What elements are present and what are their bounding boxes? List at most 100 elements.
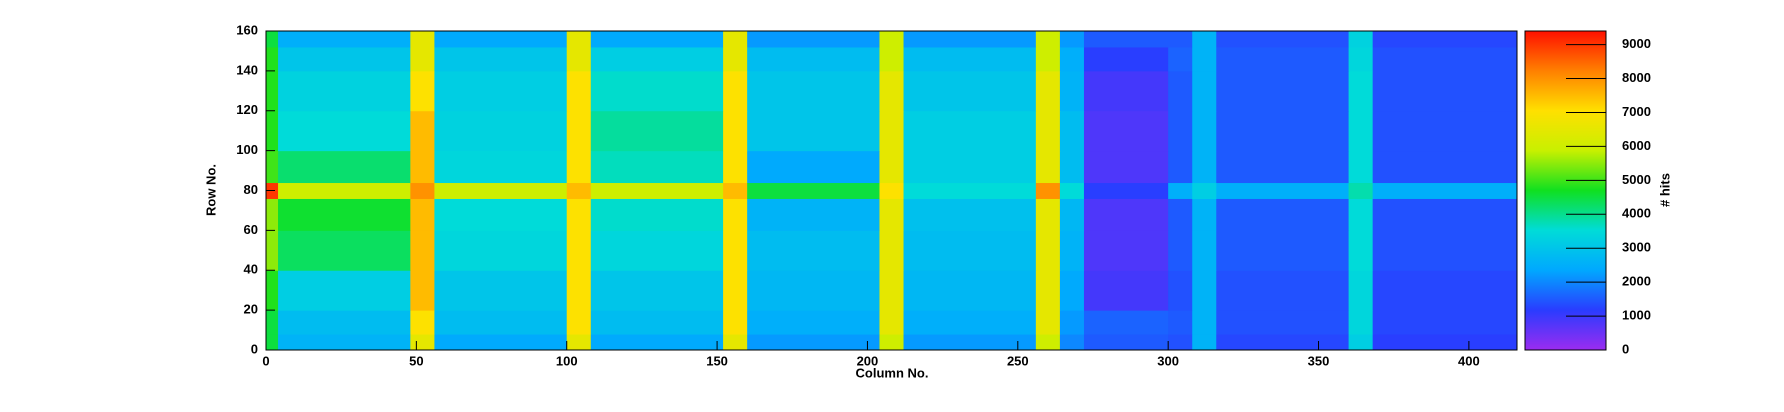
heatmap-cell bbox=[1059, 70, 1085, 112]
heatmap-cell bbox=[1348, 110, 1374, 152]
heatmap-cell bbox=[566, 31, 592, 48]
heatmap-cell bbox=[1348, 230, 1374, 271]
heatmap-cell bbox=[879, 110, 905, 152]
heatmap-cell bbox=[1168, 230, 1193, 271]
heatmap-cell bbox=[1083, 46, 1169, 72]
heatmap-cell bbox=[434, 270, 568, 311]
heatmap-cell bbox=[1216, 182, 1350, 199]
heatmap-cell bbox=[1035, 230, 1061, 271]
heatmap-cell bbox=[1059, 310, 1085, 335]
heatmap-cell bbox=[410, 270, 435, 311]
colorbar-tick-label: 3000 bbox=[1622, 240, 1651, 255]
heatmap-cell bbox=[903, 150, 1037, 184]
heatmap-cell bbox=[410, 334, 435, 351]
heatmap-cell bbox=[1216, 334, 1350, 351]
heatmap-cell bbox=[410, 46, 435, 72]
heatmap-cell bbox=[879, 230, 905, 271]
heatmap-cell bbox=[1168, 182, 1193, 199]
heatmap-cell bbox=[903, 70, 1037, 112]
heatmap-cell bbox=[1168, 46, 1193, 72]
heatmap-cell bbox=[1348, 310, 1374, 335]
y-tick-label: 20 bbox=[244, 302, 258, 317]
heatmap-cell bbox=[723, 310, 748, 335]
heatmap-cell bbox=[278, 198, 411, 231]
heatmap-cell bbox=[1216, 110, 1350, 152]
heatmap-cell bbox=[1035, 310, 1061, 335]
x-tick-label: 200 bbox=[857, 353, 879, 368]
heatmap-cell bbox=[266, 150, 279, 184]
heatmap-cell bbox=[266, 270, 279, 311]
heatmap-cell bbox=[879, 198, 905, 231]
heatmap-cell bbox=[410, 310, 435, 335]
heatmap-cell bbox=[723, 334, 748, 351]
heatmap-cell bbox=[1216, 150, 1350, 184]
heatmap-cell bbox=[1083, 182, 1169, 199]
y-tick-label: 140 bbox=[236, 62, 258, 77]
heatmap-cell bbox=[1168, 198, 1193, 231]
heatmap-cell bbox=[590, 182, 724, 199]
heatmap-cell bbox=[566, 310, 592, 335]
heatmap-cell bbox=[723, 110, 748, 152]
heatmap-cell bbox=[1348, 182, 1374, 199]
heatmap-cell bbox=[1035, 334, 1061, 351]
heatmap-cell bbox=[1372, 182, 1518, 199]
x-tick-label: 0 bbox=[262, 353, 269, 368]
heatmap-cell bbox=[1083, 198, 1169, 231]
heatmap-cell bbox=[590, 46, 724, 72]
heatmap-cell bbox=[879, 182, 905, 199]
heatmap-cell bbox=[410, 31, 435, 48]
heatmap-cell bbox=[1348, 46, 1374, 72]
y-tick-label: 0 bbox=[251, 341, 258, 356]
heatmap-cell bbox=[1192, 198, 1217, 231]
heatmap-cell bbox=[1192, 31, 1217, 48]
heatmap-cell bbox=[747, 270, 880, 311]
heatmap-cell bbox=[1168, 334, 1193, 351]
heatmap-cell bbox=[723, 150, 748, 184]
heatmap-cell bbox=[1059, 110, 1085, 152]
heatmap-cell bbox=[1083, 334, 1169, 351]
heatmap-cell bbox=[434, 46, 568, 72]
heatmap-cell bbox=[278, 334, 411, 351]
heatmap-cell bbox=[1083, 110, 1169, 152]
heatmap-cell bbox=[1168, 270, 1193, 311]
heatmap-cell bbox=[1348, 198, 1374, 231]
heatmap-cell bbox=[566, 334, 592, 351]
heatmap-cell bbox=[903, 46, 1037, 72]
heatmap-cell bbox=[723, 182, 748, 199]
heatmap-cell bbox=[1348, 334, 1374, 351]
x-axis-label: Column No. bbox=[856, 365, 929, 380]
heatmap-cell bbox=[410, 198, 435, 231]
heatmap-cell bbox=[1083, 270, 1169, 311]
heatmap-cell bbox=[747, 46, 880, 72]
heatmap-cell bbox=[1035, 198, 1061, 231]
heatmap-cell bbox=[590, 270, 724, 311]
heatmap-cell bbox=[1168, 110, 1193, 152]
heatmap-cell bbox=[434, 31, 568, 48]
heatmap-cell bbox=[1348, 270, 1374, 311]
heatmap-cell bbox=[278, 31, 411, 48]
heatmap-cell bbox=[1348, 31, 1374, 48]
heatmap-cell bbox=[410, 70, 435, 112]
x-tick-label: 100 bbox=[556, 353, 578, 368]
heatmap-cell bbox=[1168, 150, 1193, 184]
heatmap-cell bbox=[723, 230, 748, 271]
heatmap-cell bbox=[1168, 310, 1193, 335]
heatmap-cell bbox=[747, 182, 880, 199]
heatmap-cell bbox=[1035, 150, 1061, 184]
heatmap-cell bbox=[410, 230, 435, 271]
heatmap-cell bbox=[278, 310, 411, 335]
heatmap-cell bbox=[1059, 198, 1085, 231]
heatmap-cell bbox=[1216, 198, 1350, 231]
colorbar-tick-label: 4000 bbox=[1622, 206, 1651, 221]
y-axis-label: Row No. bbox=[203, 164, 218, 216]
heatmap-cell bbox=[1192, 150, 1217, 184]
heatmap-cell bbox=[266, 46, 279, 72]
heatmap-cell bbox=[903, 270, 1037, 311]
heatmap-cell bbox=[903, 182, 1037, 199]
heatmap-cell bbox=[278, 230, 411, 271]
heatmap-cell bbox=[1216, 46, 1350, 72]
y-tick-label: 100 bbox=[236, 142, 258, 157]
heatmap-cell bbox=[1372, 230, 1518, 271]
heatmap-cell bbox=[1372, 70, 1518, 112]
heatmap-cell bbox=[566, 198, 592, 231]
